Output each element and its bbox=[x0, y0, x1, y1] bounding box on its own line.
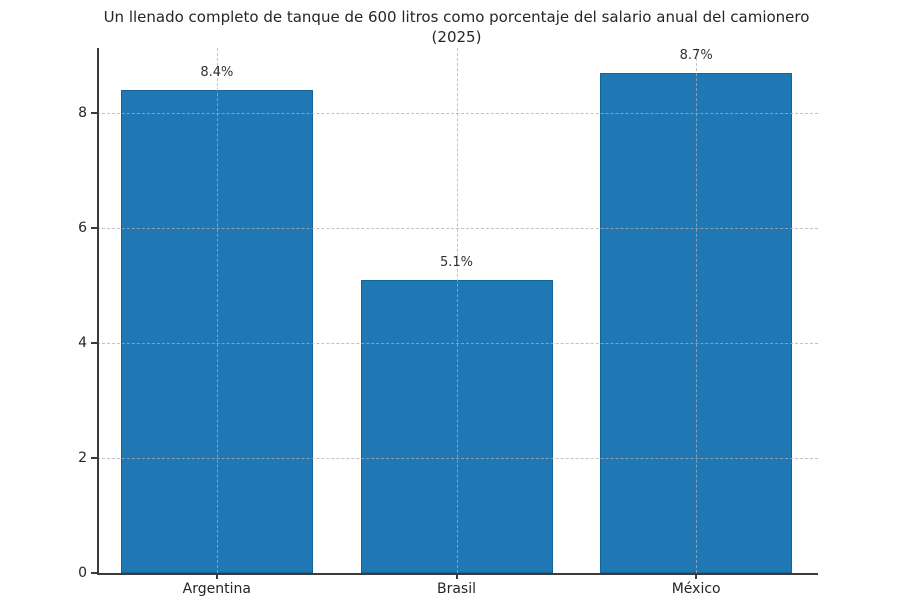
x-tick-mark bbox=[695, 573, 698, 579]
gridline-horizontal bbox=[97, 113, 818, 115]
y-tick-label: 6 bbox=[78, 220, 87, 237]
x-axis-spine bbox=[97, 573, 818, 575]
gridline-vertical bbox=[456, 48, 458, 573]
y-tick-mark bbox=[91, 572, 97, 574]
bar-value-label: 8.4% bbox=[200, 65, 234, 81]
x-tick-label: Argentina bbox=[182, 581, 251, 597]
x-tick-mark bbox=[455, 573, 458, 579]
y-tick-label: 8 bbox=[78, 105, 87, 122]
y-tick-mark bbox=[91, 342, 97, 345]
x-tick-label: México bbox=[671, 581, 721, 597]
y-tick-mark bbox=[91, 112, 97, 115]
x-tick-mark bbox=[215, 573, 218, 579]
chart-title: Un llenado completo de tanque de 600 lit… bbox=[103, 8, 810, 47]
gridline-horizontal bbox=[97, 228, 818, 230]
y-axis-spine bbox=[97, 48, 99, 575]
y-tick-label: 2 bbox=[78, 450, 87, 467]
y-tick-label: 0 bbox=[78, 565, 87, 581]
bar-value-label: 5.1% bbox=[439, 254, 474, 270]
y-tick-mark bbox=[91, 457, 97, 460]
y-tick-mark bbox=[91, 227, 97, 230]
bar-value-label: 8.7% bbox=[679, 48, 713, 63]
x-tick-label: Brasil bbox=[436, 581, 477, 597]
gridline-vertical bbox=[696, 48, 698, 573]
y-tick-label: 4 bbox=[78, 335, 87, 352]
gridline-vertical bbox=[216, 48, 218, 573]
gridline-horizontal bbox=[97, 343, 818, 345]
gridline-horizontal bbox=[97, 458, 818, 460]
